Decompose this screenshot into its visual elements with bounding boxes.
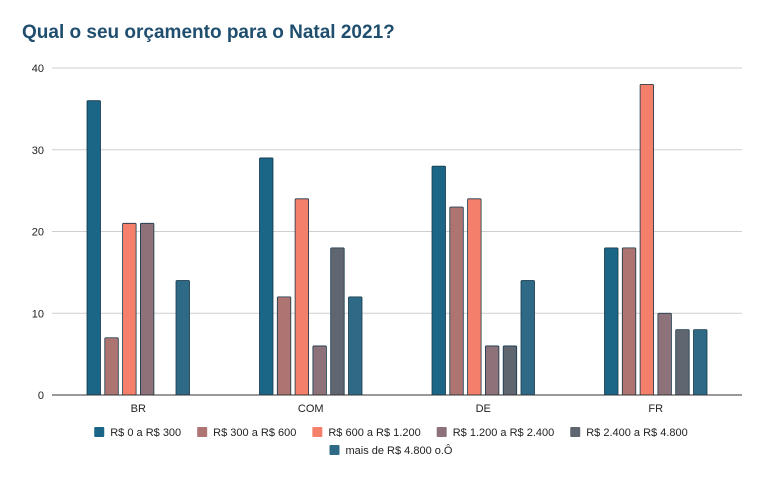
- legend-swatch: [94, 427, 105, 437]
- bar-com-series-5: [330, 247, 345, 396]
- bar-de-series-2: [449, 206, 464, 396]
- legend-swatch: [570, 427, 581, 437]
- x-tick-label: FR: [648, 403, 663, 415]
- bar-de-series-6: [520, 280, 535, 396]
- x-axis-ticks: BR COM DE FR: [131, 403, 664, 415]
- legend-swatch: [312, 427, 323, 437]
- y-tick-label: 10: [32, 308, 44, 320]
- bar-de-series-4: [484, 345, 500, 396]
- legend-label: mais de R$ 4.800 o.Ô: [345, 444, 452, 457]
- bar-fr-series-1: [604, 247, 619, 396]
- bar-br-series-2: [104, 337, 119, 396]
- bar-de-series-5: [502, 345, 518, 396]
- bar-de-series-3: [467, 198, 482, 396]
- legend-item: R$ 0 a R$ 300: [94, 427, 181, 439]
- legend-swatch: [436, 427, 447, 437]
- chart-title: Qual o seu orçamento para o Natal 2021?: [22, 22, 395, 43]
- legend-item: mais de R$ 4.800 o.Ô: [329, 444, 453, 457]
- bar-br-series-1: [86, 100, 101, 396]
- y-tick-label: 20: [32, 227, 44, 239]
- legend-label: R$ 300 a R$ 600: [213, 427, 296, 439]
- legend: R$ 0 a R$ 300 R$ 300 a R$ 600 R$ 600 a R$ …: [94, 427, 688, 457]
- bar-br-series-6: [175, 280, 190, 396]
- y-axis-ticks: 0 10 20 30 40: [32, 63, 44, 402]
- grid-lines: [52, 67, 742, 314]
- bars: [86, 83, 708, 396]
- legend-label: R$ 0 a R$ 300: [110, 427, 181, 439]
- legend-swatch: [197, 427, 208, 437]
- legend-item: R$ 2.400 a R$ 4.800: [570, 427, 688, 439]
- bar-fr-series-3: [639, 83, 654, 396]
- legend-label: R$ 1.200 a R$ 2.400: [453, 427, 555, 439]
- bar-com-series-3: [294, 198, 310, 396]
- bar-fr-series-4: [657, 312, 672, 396]
- legend-label: R$ 600 a R$ 1.200: [328, 427, 420, 439]
- bar-br-series-3: [122, 222, 137, 396]
- legend-item: R$ 300 a R$ 600: [197, 427, 296, 439]
- bar-com-series-1: [259, 157, 274, 396]
- legend-swatch: [329, 445, 340, 455]
- x-tick-label: DE: [476, 403, 491, 415]
- bar-com-series-6: [348, 296, 363, 396]
- bar-com-series-4: [312, 345, 327, 396]
- legend-item: R$ 1.200 a R$ 2.400: [436, 427, 555, 439]
- bar-fr-series-2: [621, 247, 637, 396]
- y-tick-label: 30: [32, 145, 44, 157]
- bar-fr-series-5: [675, 329, 690, 396]
- legend-label: R$ 2.400 a R$ 4.800: [586, 427, 688, 439]
- bar-de-series-1: [431, 165, 446, 396]
- bar-br-series-4: [139, 222, 155, 396]
- x-tick-label: BR: [131, 403, 146, 415]
- y-tick-label: 0: [38, 390, 44, 402]
- x-tick-label: COM: [298, 403, 324, 415]
- y-tick-label: 40: [32, 63, 44, 75]
- bar-fr-series-6: [693, 329, 708, 396]
- legend-item: R$ 600 a R$ 1.200: [312, 427, 421, 439]
- bar-com-series-2: [276, 296, 292, 396]
